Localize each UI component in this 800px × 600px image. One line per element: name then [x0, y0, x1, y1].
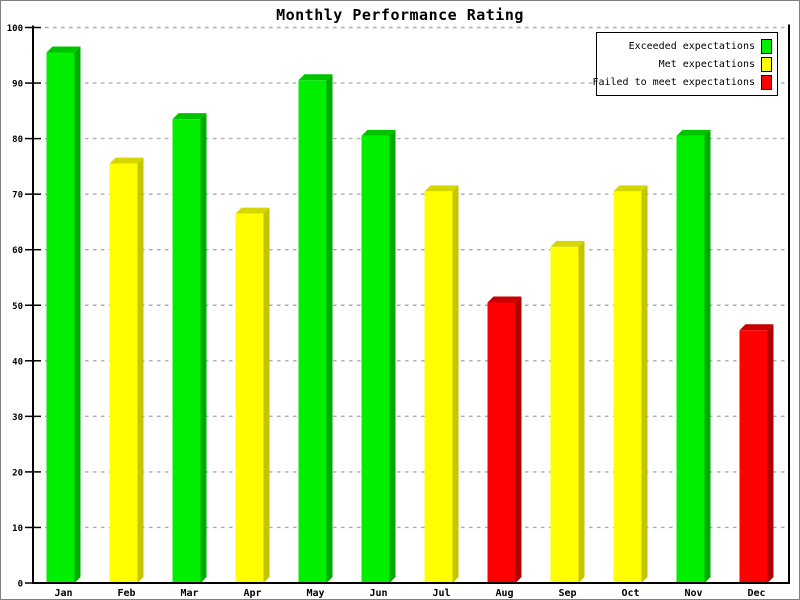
- bar-side-may: [326, 74, 333, 584]
- bar-top-nov: [676, 129, 711, 136]
- bar-oct: [613, 191, 642, 583]
- bar-side-jul: [452, 185, 459, 583]
- chart-title: Monthly Performance Rating: [276, 6, 524, 24]
- x-tick-label-jul: Jul: [432, 588, 450, 599]
- bar-top-jul: [424, 185, 459, 192]
- bar-side-jun: [389, 129, 396, 583]
- y-tick-label: 40: [12, 357, 23, 367]
- x-tick-label-mar: Mar: [180, 588, 198, 599]
- bar-may: [298, 80, 327, 584]
- legend-item-green: Exceeded expectations: [601, 37, 772, 55]
- legend-label: Failed to meet expectations: [592, 76, 755, 88]
- y-tick-label: 100: [7, 24, 23, 34]
- bar-side-feb: [137, 157, 144, 583]
- bar-top-sep: [550, 240, 585, 247]
- bar-side-sep: [578, 240, 585, 584]
- y-tick-label: 80: [12, 135, 23, 145]
- bar-apr: [235, 213, 264, 583]
- bar-mar: [172, 119, 201, 583]
- y-tick-label: 0: [18, 580, 23, 590]
- bar-jun: [361, 135, 390, 583]
- bar-top-oct: [613, 185, 648, 192]
- x-tick-label-oct: Oct: [621, 588, 639, 599]
- bar-side-apr: [263, 207, 270, 583]
- bar-top-mar: [172, 113, 207, 120]
- x-tick-label-dec: Dec: [747, 588, 765, 599]
- x-tick-label-feb: Feb: [117, 588, 135, 599]
- bar-sep: [550, 246, 579, 584]
- bar-top-jun: [361, 129, 396, 136]
- bar-top-feb: [109, 157, 144, 164]
- bar-top-dec: [739, 324, 774, 331]
- legend-label: Exceeded expectations: [628, 40, 755, 52]
- x-tick-label-may: May: [306, 588, 324, 599]
- bar-jul: [424, 191, 453, 583]
- x-tick-label-nov: Nov: [684, 588, 702, 599]
- y-tick-label: 70: [12, 191, 23, 201]
- legend-swatch-green: [761, 38, 772, 54]
- y-tick-label: 50: [12, 302, 23, 312]
- x-tick-label-apr: Apr: [243, 588, 261, 599]
- bar-side-oct: [641, 185, 648, 583]
- bar-top-jan: [46, 46, 81, 53]
- legend-label: Met expectations: [658, 58, 755, 70]
- y-tick-label: 30: [12, 413, 23, 423]
- y-tick-label: 90: [12, 80, 23, 90]
- bar-jan: [46, 52, 75, 584]
- x-tick-label-aug: Aug: [495, 588, 513, 599]
- y-tick-label: 60: [12, 246, 23, 256]
- bar-dec: [739, 330, 768, 583]
- legend: Exceeded expectations Met expectations Fai…: [592, 32, 778, 96]
- legend-swatch-red: [761, 74, 772, 90]
- bar-side-aug: [515, 296, 522, 583]
- y-tick-label: 20: [12, 468, 23, 478]
- bar-top-aug: [487, 296, 522, 303]
- x-tick-label-jun: Jun: [369, 588, 387, 599]
- bar-side-nov: [704, 129, 711, 583]
- x-tick-label-sep: Sep: [558, 588, 576, 599]
- bar-side-dec: [767, 324, 774, 583]
- legend-swatch-yellow: [761, 56, 772, 72]
- legend-item-red: Failed to meet expectations: [592, 73, 772, 91]
- bar-feb: [109, 163, 138, 583]
- bar-aug: [487, 302, 516, 583]
- legend-item-yellow: Met expectations: [601, 55, 772, 73]
- y-tick-label: 10: [12, 524, 23, 534]
- bar-top-may: [298, 74, 333, 81]
- x-tick-label-jan: Jan: [54, 588, 72, 599]
- bar-side-jan: [74, 46, 81, 584]
- bar-top-apr: [235, 207, 270, 214]
- bar-nov: [676, 135, 705, 583]
- bar-side-mar: [200, 113, 207, 583]
